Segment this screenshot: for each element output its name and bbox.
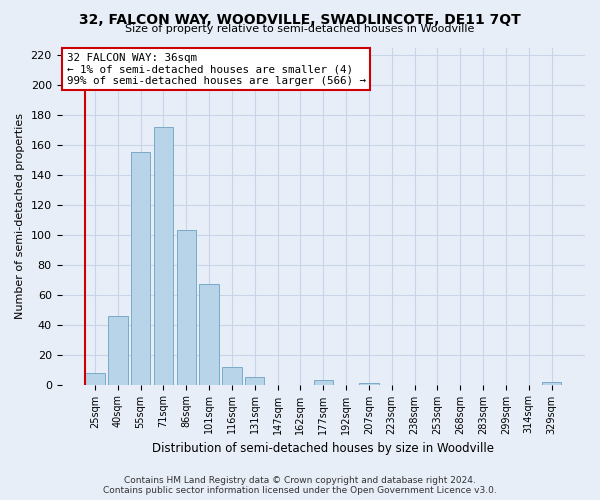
Bar xyxy=(359,383,379,384)
Bar xyxy=(131,152,151,384)
Bar xyxy=(314,380,333,384)
Text: Contains HM Land Registry data © Crown copyright and database right 2024.
Contai: Contains HM Land Registry data © Crown c… xyxy=(103,476,497,495)
Text: 32 FALCON WAY: 36sqm
← 1% of semi-detached houses are smaller (4)
99% of semi-de: 32 FALCON WAY: 36sqm ← 1% of semi-detach… xyxy=(67,52,366,86)
Bar xyxy=(108,316,128,384)
Bar xyxy=(542,382,561,384)
Bar xyxy=(176,230,196,384)
Bar xyxy=(222,366,242,384)
Bar xyxy=(245,377,265,384)
Bar xyxy=(154,127,173,384)
X-axis label: Distribution of semi-detached houses by size in Woodville: Distribution of semi-detached houses by … xyxy=(152,442,494,455)
Text: 32, FALCON WAY, WOODVILLE, SWADLINCOTE, DE11 7QT: 32, FALCON WAY, WOODVILLE, SWADLINCOTE, … xyxy=(79,12,521,26)
Bar xyxy=(199,284,219,384)
Bar xyxy=(85,372,105,384)
Y-axis label: Number of semi-detached properties: Number of semi-detached properties xyxy=(15,113,25,319)
Text: Size of property relative to semi-detached houses in Woodville: Size of property relative to semi-detach… xyxy=(125,24,475,34)
